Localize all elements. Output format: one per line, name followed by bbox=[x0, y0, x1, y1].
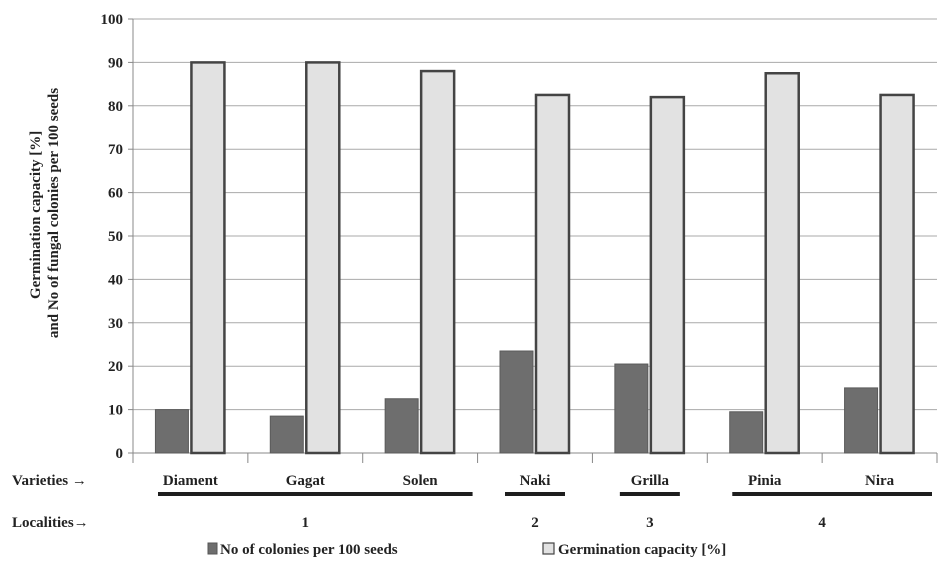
bar-germination bbox=[305, 61, 341, 455]
bar-colonies bbox=[384, 398, 419, 454]
category-label: Diament bbox=[163, 473, 218, 489]
y-tick-label: 30 bbox=[108, 316, 123, 332]
category-label: Pinia bbox=[748, 473, 782, 489]
bar-germination bbox=[419, 69, 456, 455]
y-tick-label: 50 bbox=[108, 229, 123, 245]
y-tick-label: 40 bbox=[108, 272, 123, 288]
y-tick-label: 70 bbox=[108, 142, 123, 158]
y-tick-label: 80 bbox=[108, 99, 123, 115]
bar-germination bbox=[649, 95, 686, 455]
bar-germination bbox=[879, 93, 915, 455]
y-tick-label: 100 bbox=[101, 12, 124, 28]
locality-groups: 1 2 3 4 bbox=[158, 492, 932, 531]
category-labels: Diament Gagat Solen Naki Grilla Pinia Nira bbox=[163, 473, 895, 489]
y-axis-label-line-1: Germination capacity [%] bbox=[28, 131, 44, 299]
locality-label: 2 bbox=[531, 515, 539, 531]
legend-label-germination: Germination capacity [%] bbox=[558, 542, 726, 558]
bar-germination bbox=[190, 61, 226, 455]
category-label: Gagat bbox=[286, 473, 325, 489]
bar-colonies bbox=[499, 350, 534, 454]
legend: No of colonies per 100 seeds Germination… bbox=[207, 542, 726, 558]
localities-label: Localities→ bbox=[12, 515, 89, 531]
y-tick-label: 60 bbox=[108, 186, 123, 202]
bar-germination bbox=[764, 72, 800, 455]
category-label: Nira bbox=[865, 473, 895, 489]
bar-colonies bbox=[729, 411, 764, 454]
locality-bar bbox=[732, 492, 932, 496]
legend-swatch-germination bbox=[542, 542, 555, 555]
locality-label: 3 bbox=[646, 515, 654, 531]
y-tick-label: 20 bbox=[108, 359, 123, 375]
y-tick-label: 10 bbox=[108, 403, 123, 419]
locality-bar bbox=[158, 492, 473, 496]
bar-germination bbox=[534, 93, 571, 455]
category-label: Grilla bbox=[631, 473, 670, 489]
legend-swatch-colonies bbox=[207, 542, 218, 555]
bars bbox=[154, 61, 915, 455]
y-tick-label: 0 bbox=[116, 446, 124, 462]
locality-label: 4 bbox=[818, 515, 826, 531]
locality-bar bbox=[619, 492, 680, 496]
bar-colonies bbox=[269, 415, 304, 454]
locality-bar bbox=[505, 492, 565, 496]
locality-label: 1 bbox=[302, 515, 310, 531]
category-label: Solen bbox=[403, 473, 439, 489]
y-tick-labels: 0 10 20 30 40 50 60 70 80 90 100 bbox=[101, 12, 124, 462]
category-label: Naki bbox=[520, 473, 551, 489]
y-axis-label: Germination capacity [%] and No of funga… bbox=[28, 88, 62, 338]
bar-colonies bbox=[154, 409, 189, 454]
y-axis-label-line-2: and No of fungal colonies per 100 seeds bbox=[46, 88, 62, 338]
y-tick-label: 90 bbox=[108, 55, 123, 71]
bar-colonies bbox=[614, 363, 649, 454]
legend-label-colonies: No of colonies per 100 seeds bbox=[220, 542, 398, 558]
varieties-label: Varieties → bbox=[12, 473, 87, 489]
bar-colonies bbox=[844, 387, 879, 454]
